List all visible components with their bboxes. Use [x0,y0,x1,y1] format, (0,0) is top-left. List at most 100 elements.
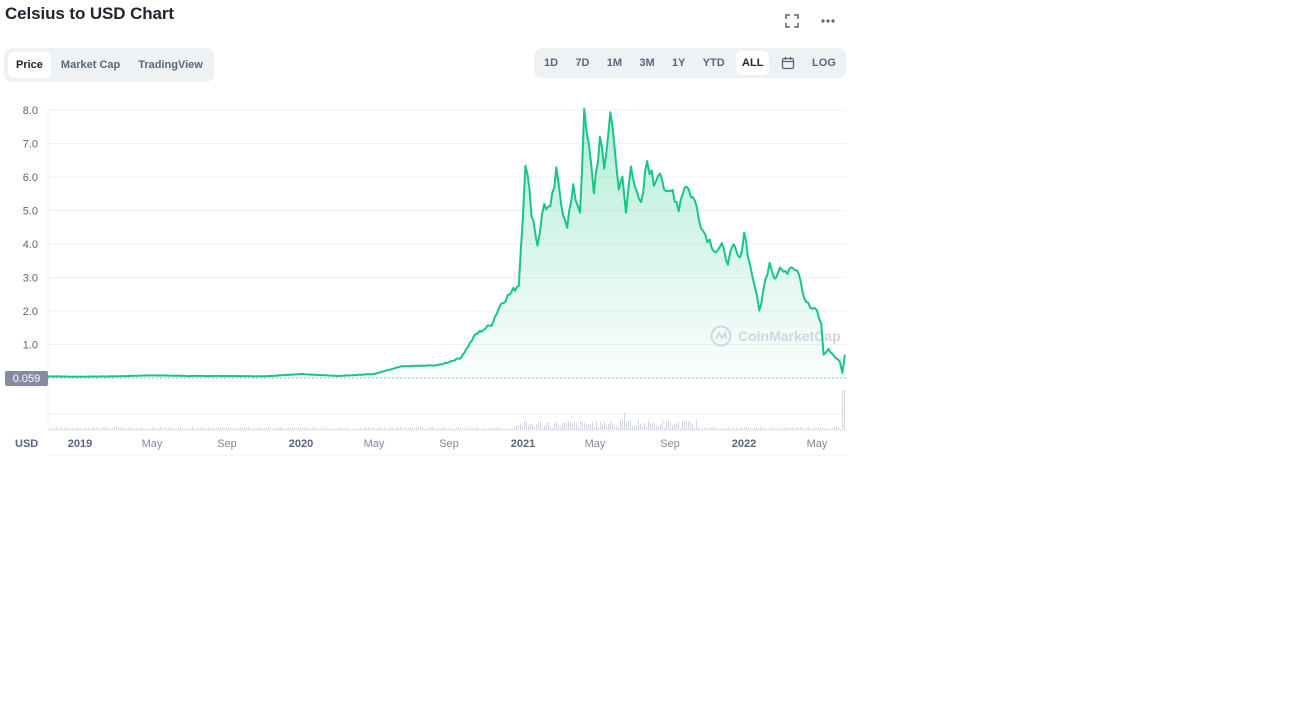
volume-bar [578,427,579,430]
volume-bar [160,427,161,430]
volume-bar [832,427,833,430]
volume-bar [190,428,191,430]
volume-bar [294,427,295,430]
volume-bar [490,428,491,430]
volume-bar [618,427,619,430]
x-tick-label: 2019 [68,438,92,450]
volume-bar [214,428,215,430]
range-tab-ytd[interactable]: YTD [702,57,725,69]
range-tab-1y[interactable]: 1Y [671,57,686,69]
volume-bar [176,428,177,430]
volume-bar [328,428,329,430]
volume-bar [798,427,799,430]
volume-bar [218,427,219,430]
volume-bar [702,427,703,430]
volume-bar [398,427,399,430]
volume-bar [506,428,507,430]
volume-bar [212,428,213,430]
volume-bar [698,427,699,430]
volume-bar [732,427,733,430]
volume-bar [258,427,259,430]
volume-bar [712,428,713,430]
tab-price[interactable]: Price [8,52,51,78]
volume-bar [338,428,339,430]
more-icon[interactable] [818,11,838,31]
volume-bar [142,428,143,430]
volume-bar [432,427,433,430]
volume-bar [118,427,119,430]
volume-bar [574,421,575,430]
volume-bar [296,428,297,430]
volume-bar [198,428,199,430]
tab-market-cap[interactable]: Market Cap [60,59,121,71]
volume-bar [670,421,671,430]
volume-bar [358,428,359,430]
volume-bar [276,428,277,430]
volume-bar [494,427,495,430]
volume-bar [528,424,529,430]
volume-bar [146,427,147,430]
range-tab-all[interactable]: ALL [736,51,770,75]
chart-line-layer [43,108,846,378]
volume-bar [274,428,275,430]
range-tab-7d[interactable]: 7D [575,57,590,69]
fullscreen-icon[interactable] [782,11,802,31]
volume-bar [770,427,771,430]
volume-bar [156,428,157,430]
volume-bar [744,427,745,430]
volume-bar [286,428,287,430]
volume-bar [186,428,187,430]
range-tab-1d[interactable]: 1D [544,57,559,69]
volume-bar [268,427,269,430]
volume-bar [194,428,195,430]
volume-bar [624,412,625,430]
volume-bar [378,427,379,430]
range-tab-1m[interactable]: 1M [606,57,623,69]
price-chart[interactable]: 8.0 7.0 6.0 5.0 4.0 3.0 2.0 1.0 CoinMarketCap 0… [0,90,850,470]
volume-bar [822,428,823,430]
view-tabs: Price Market Cap TradingView [4,48,214,82]
volume-bar [210,428,211,430]
volume-bar [90,428,91,430]
log-scale-toggle[interactable]: LOG [812,57,836,69]
volume-bar [776,428,777,430]
range-tab-3m[interactable]: 3M [639,57,655,69]
volume-bar [830,428,831,430]
calendar-icon[interactable] [775,51,801,75]
volume-bar [366,427,367,430]
volume-bar [738,428,739,430]
volume-bar [816,427,817,430]
range-tabs: 1D 7D 1M 3M 1Y YTD ALL LOG [534,48,846,78]
current-price-badge: 0.059 [5,371,846,386]
volume-bar [632,426,633,430]
y-tick-label: 1.0 [23,340,38,352]
volume-bar [50,428,51,430]
volume-bar [284,428,285,430]
y-tick-label: 7.0 [23,139,38,151]
volume-bar [844,390,845,430]
volume-bar [130,427,131,430]
volume-bar [254,427,255,430]
volume-bar [796,427,797,430]
volume-bar [468,428,469,430]
volume-bar [60,427,61,430]
volume-bar [228,427,229,430]
volume-bar [184,428,185,430]
volume-bar [154,427,155,430]
volume-bar [648,420,649,430]
volume-bar [314,427,315,430]
volume-bar [94,428,95,430]
tab-tradingview[interactable]: TradingView [138,59,203,71]
y-tick-label: 2.0 [23,306,38,318]
volume-bar [784,427,785,430]
volume-bar [666,420,667,430]
volume-bar [608,424,609,430]
volume-bar [596,420,597,430]
volume-bars [50,390,845,430]
volume-bar [534,426,535,430]
volume-bar [778,428,779,430]
volume-bar [414,428,415,430]
volume-bar [442,427,443,430]
volume-bar [302,427,303,430]
volume-bar [306,427,307,430]
